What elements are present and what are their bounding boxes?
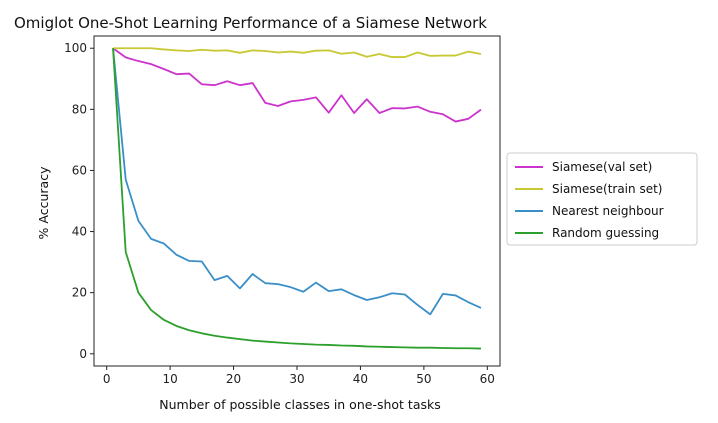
legend-entry-0: Siamese(val set) <box>552 160 652 174</box>
legend-entry-2: Nearest neighbour <box>552 204 664 218</box>
x-tick-label: 60 <box>480 372 495 386</box>
y-tick-label: 60 <box>72 163 87 177</box>
x-axis-label: Number of possible classes in one-shot t… <box>159 397 441 412</box>
legend-entry-3: Random guessing <box>552 226 659 240</box>
legend-box <box>506 152 698 246</box>
x-tick-label: 20 <box>226 372 241 386</box>
series-line-2 <box>112 48 482 316</box>
x-tick-label: 40 <box>353 372 368 386</box>
plot-area: 0 10 20 30 40 50 60 0 20 40 60 80 100 <box>64 35 501 386</box>
series-line-1 <box>113 47 482 58</box>
x-tick-label: 30 <box>289 372 304 386</box>
series-line-0 <box>112 47 482 123</box>
y-tick-label: 20 <box>72 286 87 300</box>
x-tick-label: 0 <box>103 372 111 386</box>
legend-entry-1: Siamese(train set) <box>552 182 662 196</box>
y-tick-label: 0 <box>79 347 87 361</box>
x-tick-label: 50 <box>416 372 431 386</box>
plot-frame <box>93 35 501 367</box>
x-tick-label: 10 <box>162 372 177 386</box>
legend: Siamese(val set) Siamese(train set) Neares… <box>506 152 698 246</box>
y-axis-label: % Accuracy <box>36 166 51 240</box>
y-tick-label: 80 <box>72 102 87 116</box>
series-line-3 <box>112 48 481 350</box>
y-tick-label: 40 <box>72 225 87 239</box>
chart-title: Omiglot One-Shot Learning Performance of… <box>14 14 487 32</box>
y-tick-label: 100 <box>64 41 87 55</box>
